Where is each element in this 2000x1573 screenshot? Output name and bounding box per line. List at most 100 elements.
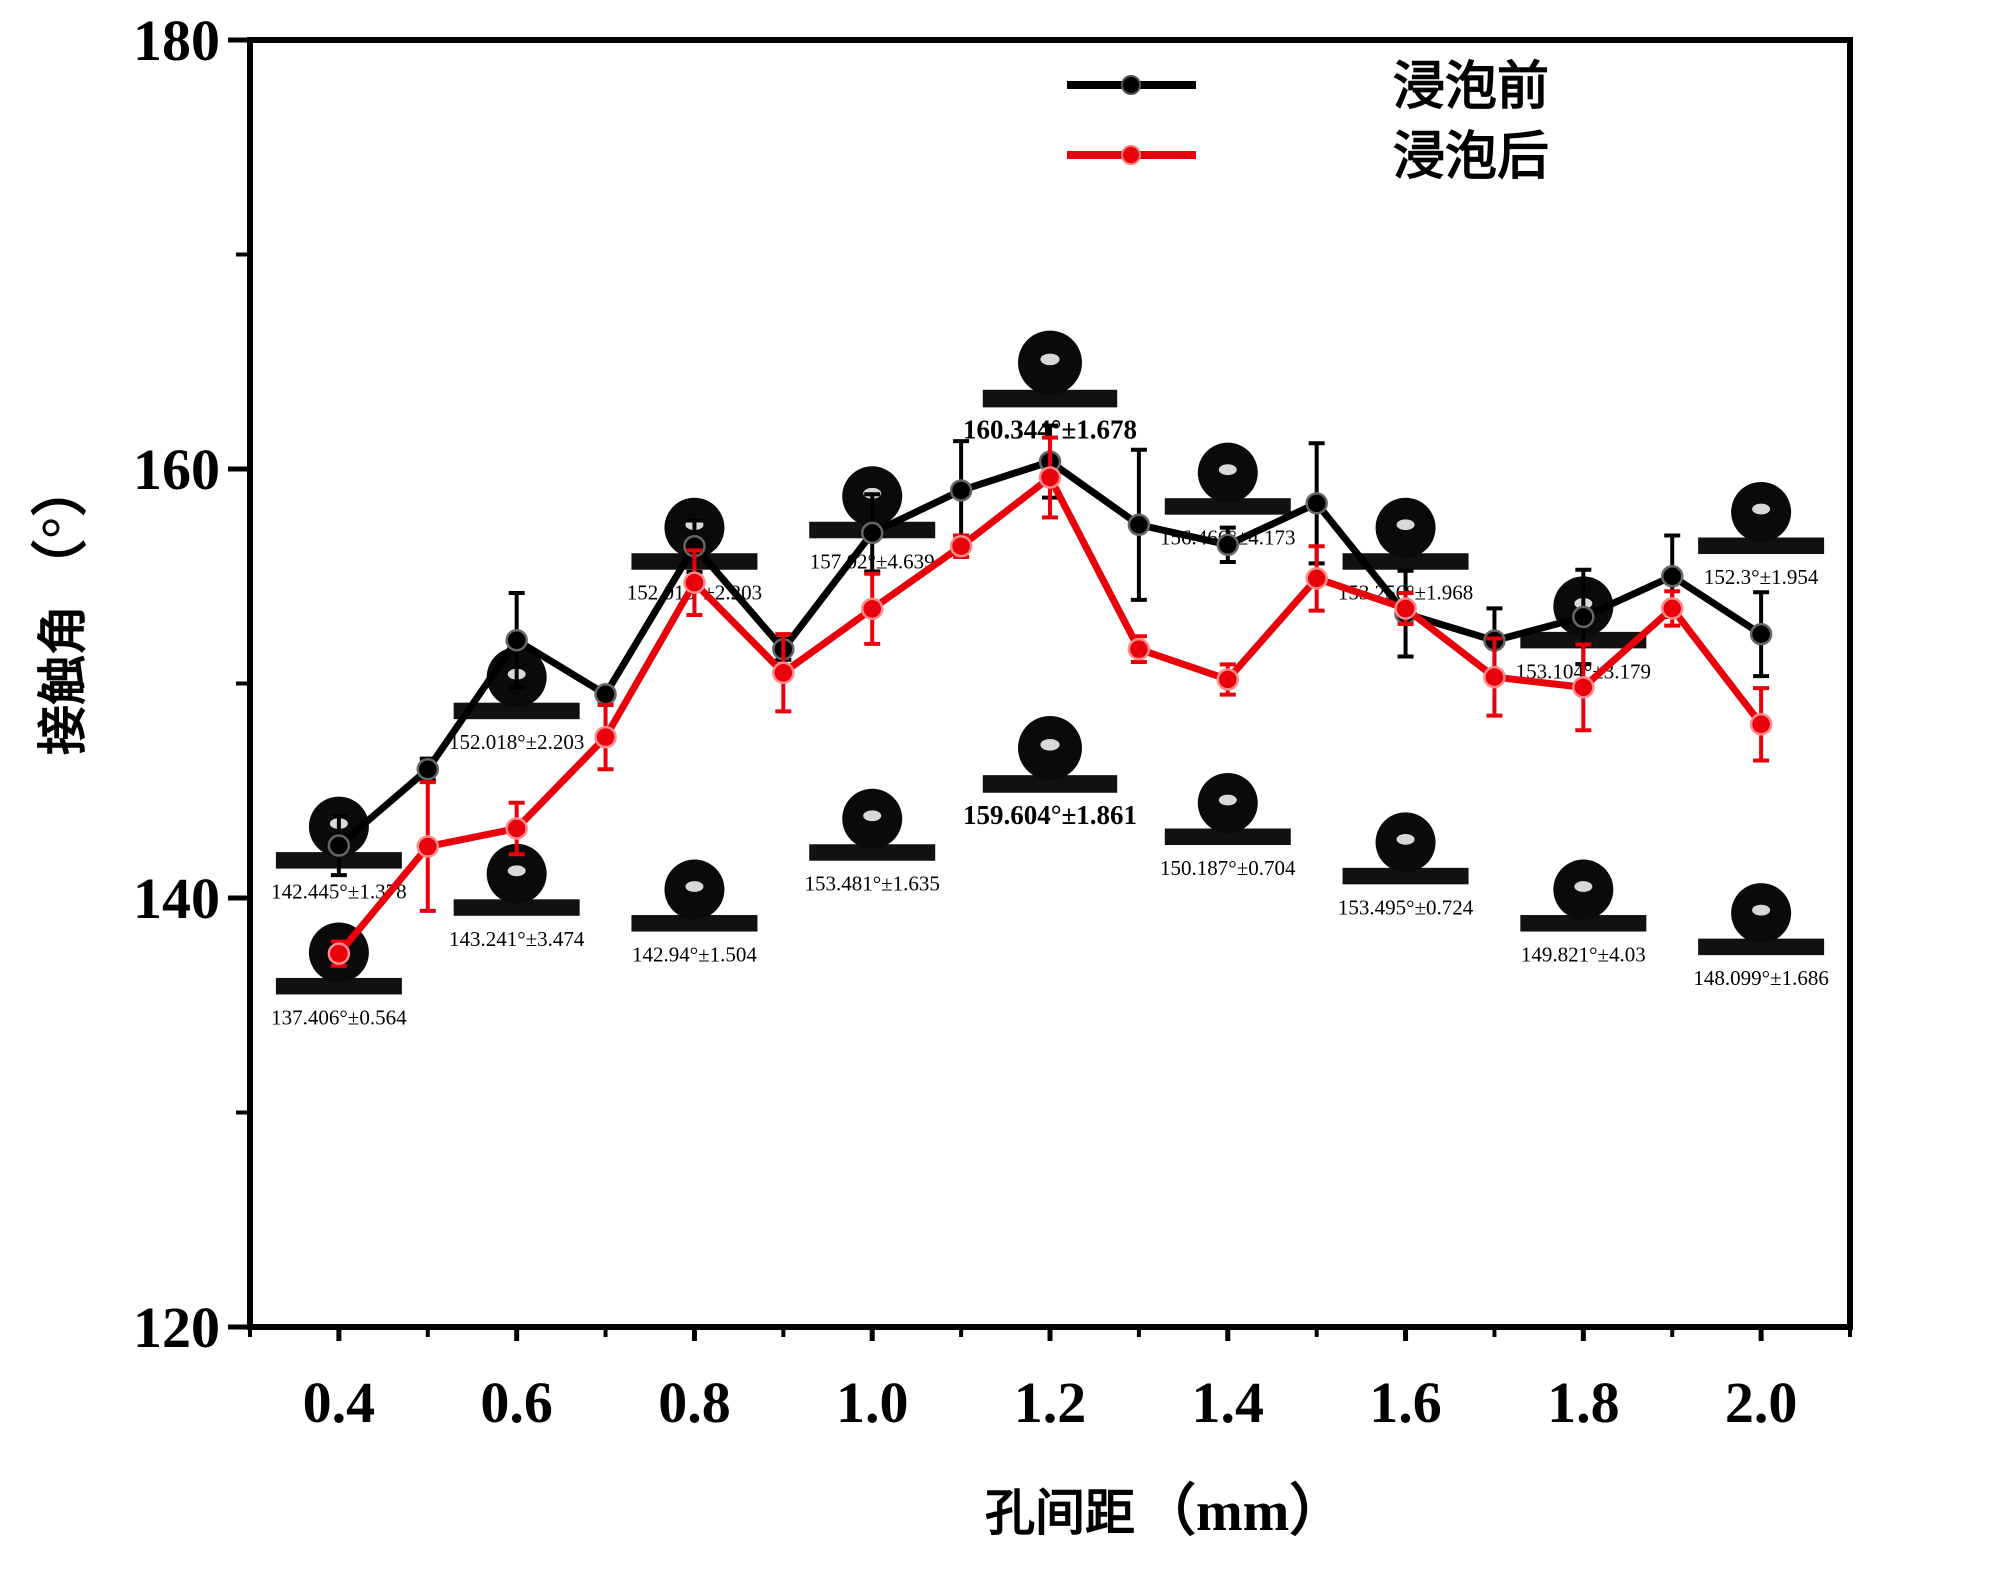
droplet-after	[1164, 773, 1291, 846]
data-point	[1572, 676, 1595, 699]
y-axis-title-text: 接触角	[34, 605, 92, 755]
x-axis-title-unit: （mm）	[1140, 1480, 1345, 1543]
droplet-annotations: 142.445°±1.378152.018°±2.203152.018°±2.2…	[271, 330, 1829, 1029]
droplet-substrate	[631, 915, 758, 932]
data-point	[1394, 597, 1417, 620]
data-point	[949, 534, 973, 558]
legend-label-after: 浸泡后	[1393, 127, 1549, 187]
droplet-after	[1698, 883, 1825, 956]
data-point	[1305, 567, 1328, 590]
droplet-after	[809, 788, 936, 861]
axis-ticks: 0.4 0.6 0.8 1.0 1.2 1.4 1.6 1.8 2.0 120 140 160 180	[133, 8, 1852, 1435]
data-point	[1127, 513, 1151, 537]
contact-angle-label: 148.099°±1.686	[1693, 966, 1828, 990]
data-point	[1660, 565, 1684, 588]
droplet-highlight	[863, 810, 882, 822]
droplet-before	[1698, 482, 1825, 555]
droplet-highlight	[685, 881, 704, 892]
data-point	[416, 835, 440, 858]
data-point	[327, 834, 351, 857]
y-axis-title: 接触角 （°）	[30, 461, 93, 755]
data-point	[1127, 637, 1151, 661]
droplet-highlight	[507, 865, 526, 877]
droplet-before	[982, 330, 1118, 408]
data-point	[327, 942, 351, 965]
x-tick-label: 0.8	[658, 1370, 731, 1435]
droplet-highlight	[1752, 503, 1771, 515]
y-tick-label: 160	[133, 437, 220, 502]
contact-angle-label: 152.018°±2.203	[449, 730, 584, 754]
x-tick-label: 1.0	[836, 1370, 909, 1435]
data-point	[1216, 533, 1240, 557]
droplet-substrate	[1520, 915, 1647, 932]
data-point	[1749, 622, 1773, 646]
droplet-after	[982, 715, 1118, 793]
droplet-substrate	[1342, 867, 1469, 885]
x-tick-label: 0.6	[480, 1370, 553, 1435]
droplet-highlight	[1574, 881, 1593, 892]
data-point	[1483, 665, 1506, 689]
droplet-highlight	[1752, 904, 1771, 916]
x-tick-label: 1.8	[1547, 1370, 1620, 1435]
x-tick-label: 1.2	[1014, 1370, 1087, 1435]
data-point	[1216, 668, 1240, 691]
legend: 浸泡前 浸泡后	[1067, 57, 1549, 187]
data-point	[949, 479, 973, 502]
droplet-highlight	[1040, 739, 1060, 751]
droplet-highlight	[1396, 519, 1415, 531]
x-tick-label: 0.4	[303, 1370, 376, 1435]
droplet-substrate	[1698, 537, 1825, 555]
droplet-substrate	[809, 844, 936, 861]
data-point	[1660, 597, 1684, 620]
droplet-substrate	[1164, 828, 1291, 846]
data-point	[683, 571, 706, 594]
x-tick-label: 1.4	[1192, 1370, 1265, 1435]
contact-angle-label: 159.604°±1.861	[963, 800, 1137, 830]
droplet-before	[1164, 442, 1291, 515]
contact-angle-label: 137.406°±0.564	[271, 1005, 407, 1029]
droplet-highlight	[1218, 794, 1237, 806]
droplet-substrate	[275, 977, 402, 995]
legend-label-before: 浸泡前	[1393, 57, 1549, 117]
x-axis-title-text: 孔间距	[985, 1484, 1135, 1542]
droplet-substrate	[982, 389, 1118, 408]
data-point	[594, 725, 617, 749]
data-point	[1572, 605, 1595, 629]
droplet-substrate	[1342, 553, 1469, 570]
series-layer	[327, 423, 1773, 968]
contact-angle-label: 153.495°±0.724	[1338, 895, 1474, 919]
contact-angle-label: 142.94°±1.504	[632, 943, 757, 967]
contact-angle-label: 149.821°±4.03	[1521, 943, 1646, 967]
data-point	[1038, 466, 1062, 489]
contact-angle-label: 150.187°±0.704	[1160, 856, 1296, 880]
data-point	[1305, 492, 1328, 515]
y-tick-label: 140	[133, 866, 220, 931]
droplet-after	[453, 843, 580, 916]
data-point	[505, 817, 528, 840]
droplet-substrate	[453, 702, 580, 720]
droplet-highlight	[1040, 353, 1060, 366]
x-axis-title: 孔间距 （mm）	[985, 1480, 1345, 1543]
data-point	[772, 661, 795, 685]
data-point	[416, 758, 440, 781]
y-tick-label: 120	[133, 1295, 220, 1360]
droplet-after	[631, 859, 758, 932]
series-after	[327, 435, 1773, 968]
droplet-after	[1520, 859, 1647, 932]
x-tick-label: 1.6	[1369, 1370, 1442, 1435]
data-point	[860, 597, 884, 621]
droplet-after	[1342, 812, 1469, 885]
droplet-before	[1342, 497, 1469, 570]
data-point	[594, 682, 617, 706]
contact-angle-label: 143.241°±3.474	[449, 927, 585, 951]
droplet-highlight	[1218, 464, 1237, 476]
data-point	[505, 628, 528, 652]
y-tick-label: 180	[133, 8, 220, 73]
legend-marker-after	[1121, 145, 1141, 165]
droplet-substrate	[1698, 938, 1825, 956]
legend-marker-before	[1121, 75, 1141, 95]
droplet-substrate	[982, 775, 1118, 793]
contact-angle-label: 152.3°±1.954	[1704, 565, 1819, 589]
contact-angle-label: 153.481°±1.635	[805, 872, 940, 896]
